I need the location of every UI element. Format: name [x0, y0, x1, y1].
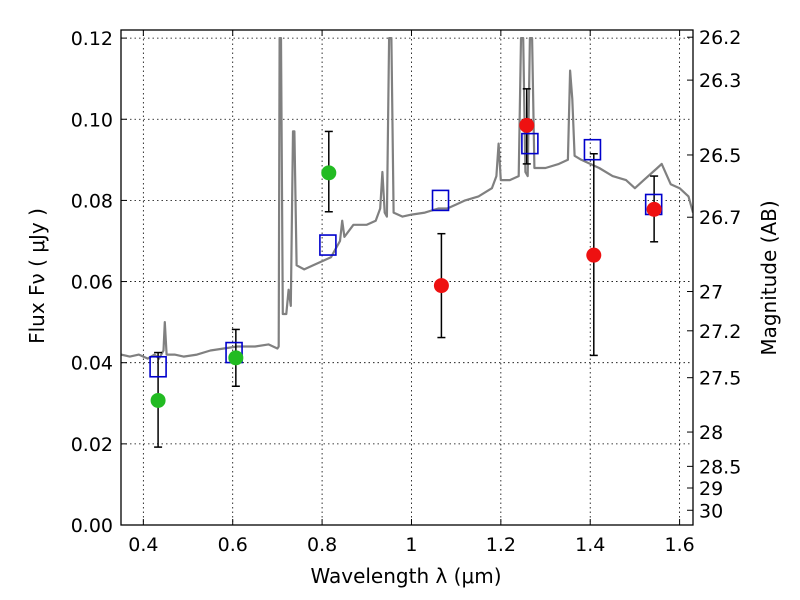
y-tick-label: 0.08	[71, 190, 113, 212]
y-tick-label: 0.00	[71, 515, 113, 537]
photometry-dot	[433, 278, 449, 294]
right-tick-label: 27	[699, 282, 723, 304]
plot-series	[121, 37, 693, 448]
y-axis-label-left: Flux Fν ( μJy )	[25, 208, 49, 344]
grid	[121, 30, 693, 526]
y-tick-label: 0.06	[71, 272, 113, 294]
right-tick-label: 26.3	[699, 70, 741, 92]
model-square-marker	[521, 132, 539, 155]
right-tick-label: 28	[699, 422, 723, 444]
x-tick-label: 1	[405, 534, 417, 556]
x-tick-label: 1.6	[664, 534, 694, 556]
model-square-marker	[583, 138, 602, 161]
photometry-dot	[646, 201, 662, 217]
model-square-marker	[149, 355, 167, 378]
photometry-dot	[519, 117, 535, 133]
right-tick-label: 30	[699, 500, 723, 522]
plot-frame	[120, 29, 694, 526]
y-tick-label: 0.10	[71, 109, 113, 131]
y-tick-label: 0.12	[71, 28, 113, 50]
right-tick-label: 28.5	[699, 456, 741, 478]
spectrum-line	[121, 37, 693, 360]
photometry-dot	[321, 165, 337, 181]
x-axis-label: Wavelength λ (μm)	[310, 564, 501, 588]
x-tick-label: 1.2	[486, 534, 516, 556]
y-tick-label: 0.02	[71, 434, 113, 456]
photometry-dot	[228, 350, 244, 366]
right-tick-label: 26.7	[699, 207, 741, 229]
model-square-marker	[431, 189, 450, 212]
right-tick-label: 27.2	[699, 321, 741, 343]
right-tick-label: 29	[699, 478, 723, 500]
x-tick-label: 0.6	[218, 534, 248, 556]
x-tick-label: 1.4	[575, 534, 605, 556]
y-tick-label: 0.04	[71, 353, 113, 375]
axis-ticks: 0.4 0.6 0.8 1 1.2 1.4 1.6 0.00 0.02 0.04 0.06 0.08 0…	[71, 27, 742, 556]
x-tick-label: 0.8	[307, 534, 337, 556]
photometry-dot	[586, 247, 602, 263]
photometry-dot	[150, 392, 166, 408]
x-tick-label: 0.4	[128, 534, 158, 556]
right-tick-label: 27.5	[699, 368, 741, 390]
right-tick-label: 26.5	[699, 145, 741, 167]
y-axis-label-right: Magnitude (AB)	[757, 200, 781, 355]
model-square-marker	[319, 234, 337, 256]
right-tick-label: 26.2	[699, 27, 741, 49]
